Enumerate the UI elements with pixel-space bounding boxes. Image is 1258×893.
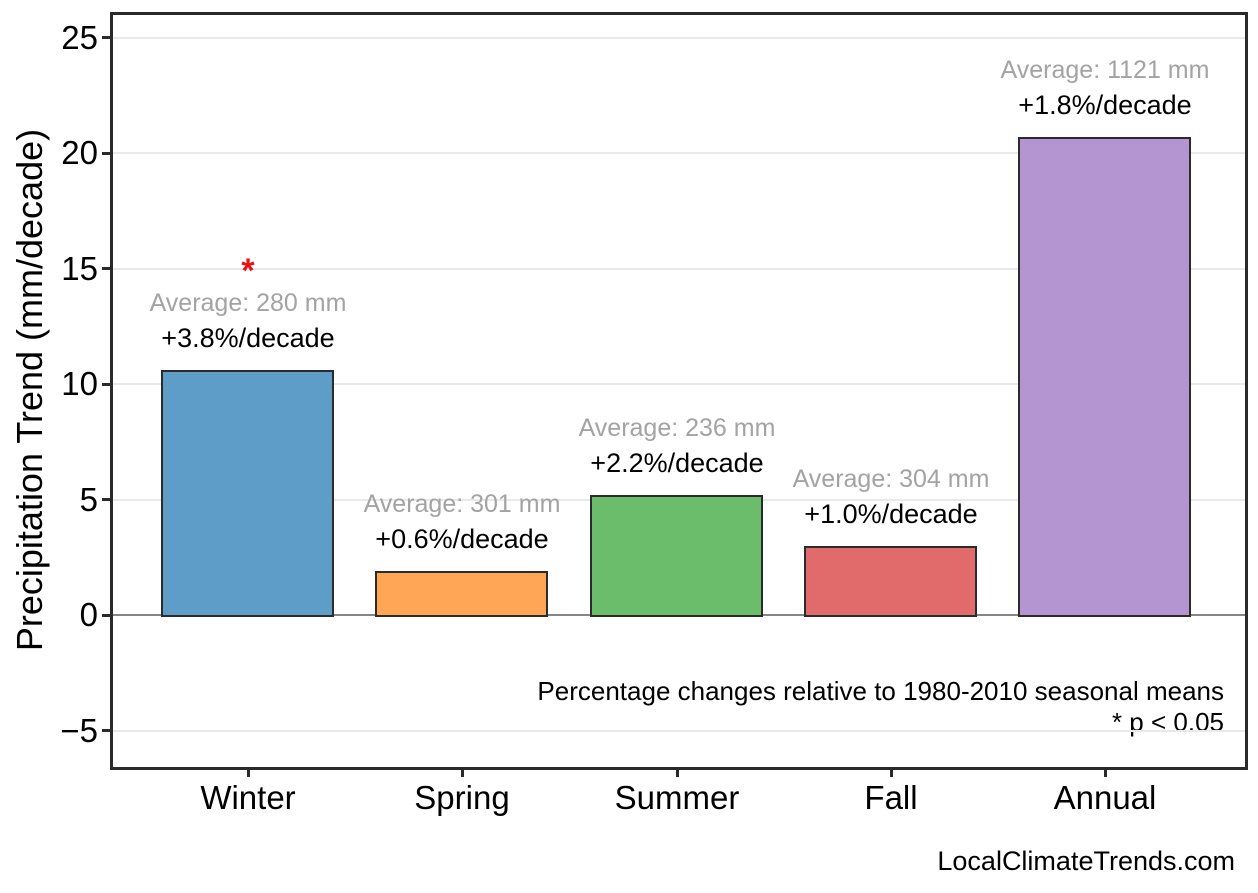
average-label-annual: Average: 1121 mm — [1000, 56, 1210, 84]
x-tick-winter — [246, 769, 250, 777]
y-tick-label-0: 0 — [79, 596, 98, 633]
x-tick-summer — [675, 769, 679, 777]
bar-winter — [161, 370, 334, 617]
x-tick-label-fall: Fall — [864, 779, 918, 816]
note-significance: * p < 0.05 — [1111, 707, 1224, 737]
trend-label-fall: +1.0%/decade — [804, 499, 978, 529]
bar-spring — [375, 571, 548, 617]
y-tick-15 — [102, 267, 111, 270]
significance-asterisk: * — [241, 252, 255, 290]
y-tick-label--5: −5 — [60, 711, 98, 749]
bar-fall — [804, 546, 977, 617]
trend-label-annual: +1.8%/decade — [1018, 90, 1192, 120]
x-tick-label-winter: Winter — [200, 779, 296, 816]
x-tick-label-annual: Annual — [1053, 779, 1157, 816]
average-label-winter: Average: 280 mm — [149, 289, 347, 317]
gridline-20 — [113, 152, 1245, 154]
y-tick-25 — [102, 36, 111, 39]
y-tick--5 — [102, 729, 111, 732]
y-tick-20 — [102, 151, 111, 155]
y-tick-label-25: 25 — [61, 18, 98, 56]
y-tick-label-10: 10 — [61, 365, 98, 402]
gridline-10 — [113, 383, 1245, 385]
watermark: LocalClimateTrends.com — [937, 846, 1235, 876]
trend-label-winter: +3.8%/decade — [161, 323, 335, 353]
average-label-summer: Average: 236 mm — [578, 414, 776, 442]
x-tick-fall — [889, 769, 893, 777]
trend-label-spring: +0.6%/decade — [375, 524, 549, 554]
note-relative-means: Percentage changes relative to 1980-2010… — [537, 676, 1224, 706]
plot-area: Percentage changes relative to 1980-2010… — [110, 12, 1248, 770]
y-tick-label-5: 5 — [79, 480, 98, 518]
bar-annual — [1018, 137, 1191, 617]
y-tick-5 — [102, 498, 111, 501]
bar-summer — [590, 495, 763, 617]
gridline--5 — [113, 729, 1245, 732]
trend-label-summer: +2.2%/decade — [590, 448, 764, 478]
y-tick-0 — [102, 613, 111, 617]
y-tick-label-15: 15 — [61, 249, 98, 287]
gridline-15 — [113, 267, 1245, 270]
y-tick-10 — [102, 382, 111, 386]
average-label-spring: Average: 301 mm — [363, 490, 561, 518]
x-tick-label-spring: Spring — [414, 779, 510, 816]
x-tick-spring — [460, 769, 464, 777]
y-tick-label-20: 20 — [61, 134, 98, 171]
x-tick-annual — [1103, 769, 1107, 777]
x-tick-label-summer: Summer — [614, 779, 740, 816]
gridline-25 — [113, 36, 1245, 39]
average-label-fall: Average: 304 mm — [792, 465, 990, 493]
